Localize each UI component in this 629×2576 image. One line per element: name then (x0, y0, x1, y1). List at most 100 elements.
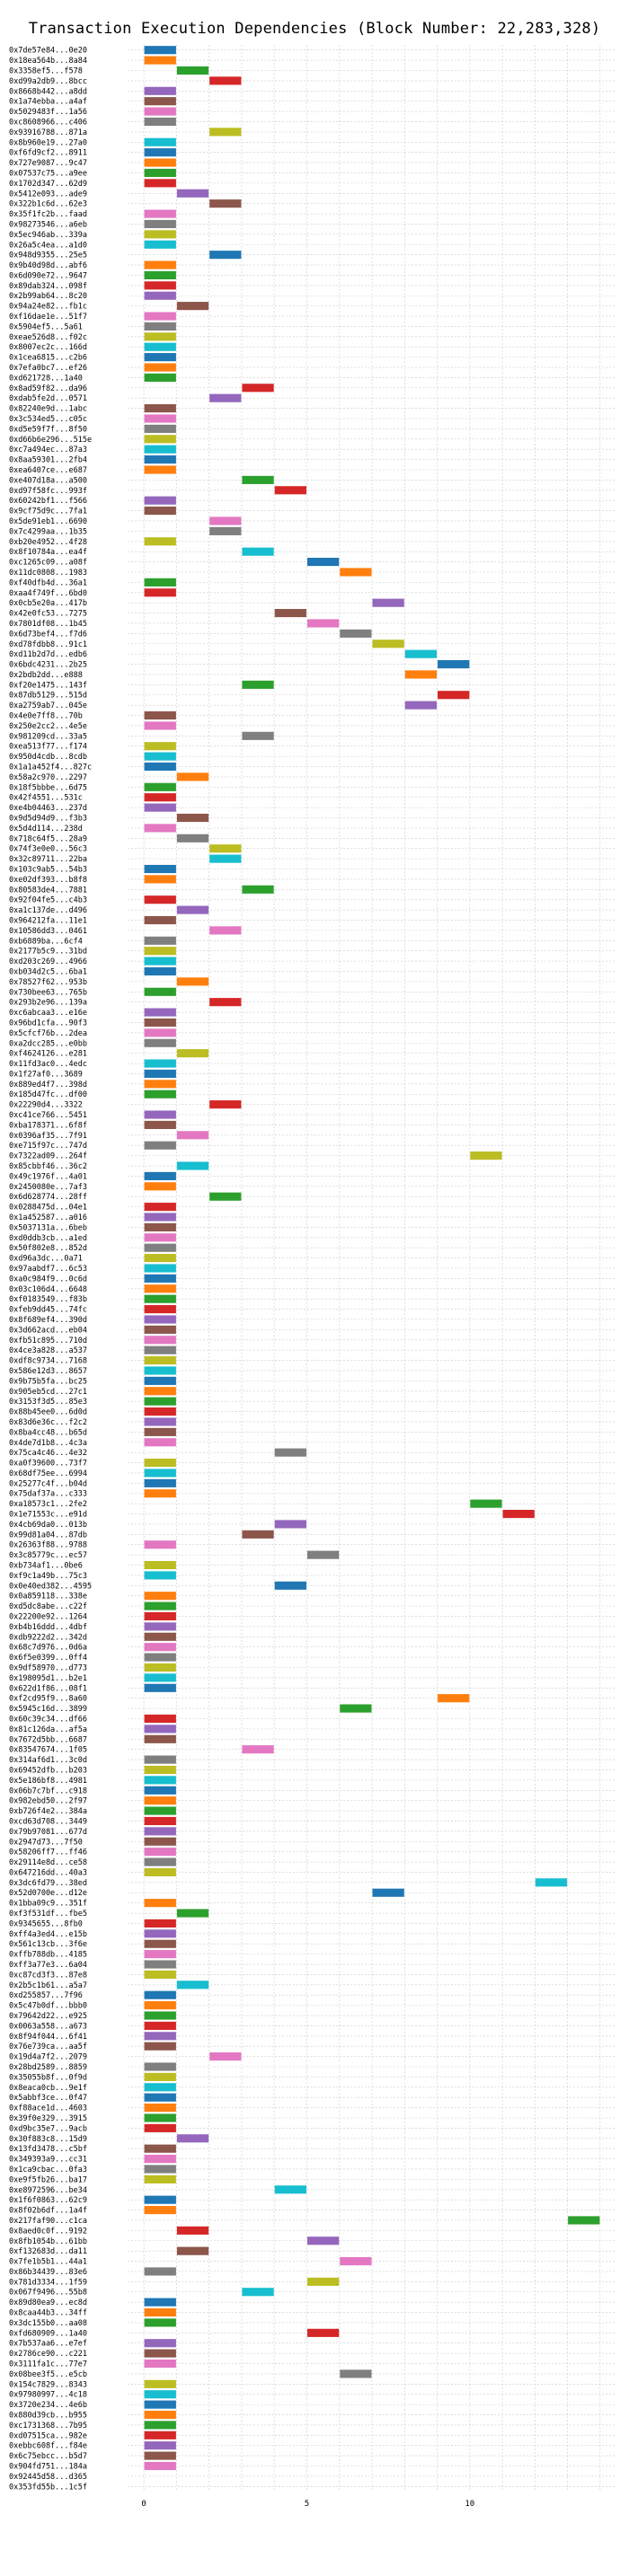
bar (144, 107, 176, 116)
y-tick-label: 0xd66b6e296...515e (9, 436, 92, 445)
bar (144, 240, 176, 249)
y-tick-label: 0x7efa0bc7...ef26 (9, 364, 87, 373)
bar (144, 2410, 176, 2420)
y-tick-label: 0xf0183549...f83b (9, 1295, 87, 1304)
y-tick-label: 0x5cfcf76b...2dea (9, 1029, 87, 1038)
bar (144, 168, 176, 178)
y-tick-label: 0x79642d22...e925 (9, 2012, 87, 2021)
bar (144, 2307, 176, 2317)
bar (144, 2430, 176, 2439)
y-tick-label: 0x58206ff7...ff46 (9, 1848, 87, 1857)
y-tick-label: 0xf16dae1e...51f7 (9, 313, 87, 322)
y-tick-label: 0x5e186bf8...4981 (9, 1777, 87, 1786)
bar (144, 966, 176, 976)
y-tick-label: 0x293b2e96...139a (9, 999, 87, 1008)
bar (144, 864, 176, 874)
bar (372, 598, 404, 607)
bar (144, 793, 176, 802)
y-tick-label: 0x89d80ea9...ec8d (9, 2298, 87, 2307)
bar (209, 998, 242, 1007)
bar (144, 86, 176, 95)
y-tick-label: 0x880d39cb...b955 (9, 2412, 87, 2421)
y-tick-label: 0x353fd55b...1c5f (9, 2483, 87, 2492)
y-tick-label: 0xf6fd9cf2...8911 (9, 149, 87, 158)
y-tick-label: 0xc41ce766...5451 (9, 1111, 87, 1120)
bar (306, 558, 340, 567)
y-tick-label: 0x5de91eb1...6690 (9, 517, 87, 526)
bar (144, 281, 176, 290)
bar (176, 1909, 209, 1918)
y-tick-label: 0x8aa59301...2fb4 (9, 456, 87, 465)
y-tick-label: 0x8b960e19...27a0 (9, 138, 87, 147)
y-tick-label: 0x97980997...4c18 (9, 2391, 87, 2400)
bar (340, 1704, 372, 1713)
y-tick-label: 0x3720e234...4e6b (9, 2401, 87, 2410)
bar (209, 1100, 242, 1109)
y-tick-label: 0x68c7d976...0d6a (9, 1644, 87, 1653)
bar (144, 742, 176, 751)
bar (144, 2123, 176, 2132)
bar (144, 1325, 176, 1334)
bar (144, 1059, 176, 1068)
y-tick-label: 0x68df75ee...6994 (9, 1469, 87, 1478)
y-tick-label: 0x88b45ee0...6d0d (9, 1408, 87, 1417)
bar (144, 424, 176, 433)
bar (274, 609, 306, 618)
bar (144, 322, 176, 331)
bar (209, 854, 242, 863)
y-tick-label: 0x6d628774...28ff (9, 1193, 87, 1202)
y-tick-label: 0x0396af35...7f91 (9, 1132, 87, 1141)
y-tick-label: 0x2177b5c9...31bd (9, 948, 87, 957)
y-tick-label: 0x19d4a7f2...2079 (9, 2053, 87, 2062)
y-tick-label: 0xc1731368...7b95 (9, 2422, 87, 2430)
bar (144, 1478, 176, 1487)
y-tick-label: 0xfb51c895...710d (9, 1337, 87, 1345)
y-tick-label: 0x4ce3a828...a537 (9, 1346, 87, 1355)
bar (144, 1397, 176, 1406)
y-tick-label: 0xf4624126...e281 (9, 1050, 87, 1059)
bar (144, 137, 176, 146)
bar (144, 1950, 176, 1959)
y-tick-label: 0x07537c75...a9ee (9, 169, 87, 178)
bar (176, 66, 209, 75)
bar (144, 2175, 176, 2183)
bar (144, 1673, 176, 1682)
y-tick-label: 0x8ad59f82...da96 (9, 384, 87, 393)
y-tick-label: 0x622d1f86...08f1 (9, 1684, 87, 1693)
y-tick-label: 0x49c1976f...4a01 (9, 1172, 87, 1181)
bar (144, 404, 176, 413)
bar (176, 189, 209, 198)
bar (144, 1919, 176, 1928)
bar (209, 251, 242, 260)
y-tick-label: 0x3c534ed5...c05c (9, 415, 87, 424)
bar (144, 588, 176, 597)
y-tick-label: 0xc6abcaa3...e16e (9, 1009, 87, 1018)
y-tick-label: 0x1e71553c...e91d (9, 1511, 87, 1520)
bar (176, 1049, 209, 1058)
y-tick-label: 0xf88ace1d...4603 (9, 2104, 87, 2113)
bar (144, 332, 176, 341)
y-tick-label: 0x9b75b5fa...bc25 (9, 1377, 87, 1386)
bar (144, 158, 176, 167)
y-tick-label: 0xc1265c09...a08f (9, 559, 87, 568)
bar (144, 46, 176, 55)
y-tick-label: 0x93916788...871a (9, 128, 87, 137)
bar (176, 2226, 209, 2235)
y-tick-label: 0x6c75ebcc...b5d7 (9, 2452, 87, 2461)
bar (144, 56, 176, 65)
bar (144, 947, 176, 956)
y-tick-label: 0x9345655...8fb0 (9, 1919, 83, 1928)
bar (144, 1294, 176, 1303)
y-tick-label: 0x3111fa1c...77e7 (9, 2360, 87, 2369)
bar (176, 1981, 209, 1989)
y-tick-label: 0x75ca4c46...4e32 (9, 1449, 87, 1458)
y-tick-label: 0x6bdc4231...2b25 (9, 661, 87, 670)
y-tick-label: 0x2b99ab64...8c20 (9, 292, 87, 301)
bar (144, 1848, 176, 1857)
bar (144, 1725, 176, 1734)
bar (144, 1069, 176, 1079)
x-tick-label: 5 (305, 2500, 309, 2509)
y-tick-label: 0x9d5d94d9...f3b3 (9, 815, 87, 824)
y-tick-label: 0xd5e59f7f...8f50 (9, 425, 87, 434)
y-tick-label: 0x60242bf1...f566 (9, 497, 87, 506)
